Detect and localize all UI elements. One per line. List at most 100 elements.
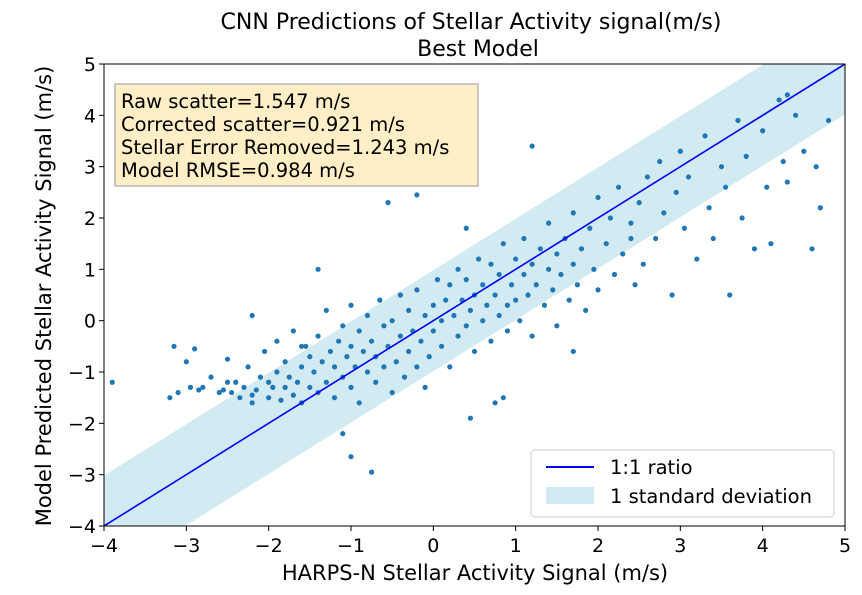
x-tick-label: 1 (510, 535, 522, 557)
data-point (583, 307, 589, 313)
data-point (208, 374, 214, 380)
data-point (723, 184, 729, 190)
data-point (521, 235, 527, 242)
data-point (727, 292, 733, 298)
data-point (673, 189, 679, 195)
data-point (447, 282, 453, 288)
data-point (422, 312, 428, 319)
data-point (290, 328, 296, 334)
data-point (455, 333, 461, 339)
stellar-error-removed-text: Stellar Error Removed=1.243 m/s (121, 136, 449, 159)
data-point (401, 374, 408, 380)
y-tick-label: 4 (84, 105, 96, 127)
x-tick-label: 3 (674, 535, 686, 557)
data-point (393, 359, 399, 365)
x-tick-label: −1 (337, 535, 365, 557)
data-point (574, 282, 581, 288)
legend-band-label: 1 standard deviation (610, 485, 812, 508)
data-point (229, 389, 235, 396)
data-point (480, 282, 486, 288)
data-point (282, 384, 288, 390)
data-point (438, 318, 445, 324)
data-point (776, 97, 782, 103)
data-point (533, 282, 539, 288)
data-point (331, 364, 338, 370)
data-point (443, 297, 449, 303)
x-tick-label: 0 (427, 535, 439, 557)
chart-title: CNN Predictions of Stellar Activity sign… (221, 10, 722, 35)
data-point (299, 343, 305, 349)
data-point (546, 220, 552, 226)
data-point (706, 205, 712, 211)
data-point (500, 395, 506, 401)
data-point (233, 379, 239, 385)
data-point (488, 338, 494, 344)
data-point (385, 200, 391, 206)
data-point (368, 338, 375, 344)
data-point (270, 384, 276, 390)
data-point (739, 215, 745, 221)
x-tick-label: 4 (757, 535, 769, 557)
data-point (266, 395, 272, 401)
data-point (381, 323, 387, 329)
data-point (768, 241, 774, 247)
x-tick-label: −2 (255, 535, 283, 557)
data-point (187, 384, 194, 390)
data-point (525, 292, 531, 298)
data-point (488, 261, 494, 267)
data-point (418, 338, 424, 344)
data-point (368, 469, 375, 475)
data-point (702, 133, 708, 139)
data-point (685, 174, 692, 180)
data-point (570, 348, 576, 355)
data-point (681, 225, 688, 231)
legend: 1:1 ratio 1 standard deviation (530, 449, 835, 518)
data-point (331, 395, 338, 401)
y-tick-label: −1 (68, 362, 96, 384)
data-point (216, 389, 222, 396)
data-point (554, 323, 560, 329)
data-point (784, 179, 790, 185)
legend-band-swatch (546, 487, 594, 504)
data-point (587, 225, 593, 231)
data-point (653, 235, 659, 242)
data-point (294, 379, 301, 385)
data-point (492, 292, 498, 298)
data-point (438, 343, 445, 349)
data-point (311, 369, 317, 375)
data-point (414, 364, 420, 370)
data-point (735, 117, 741, 124)
x-tick-label: 5 (839, 535, 851, 557)
x-axis-ticks: −4 −3 −2 −1 0 1 2 3 4 5 (90, 526, 851, 557)
data-point (245, 364, 251, 370)
data-point (224, 356, 231, 362)
data-point (422, 384, 428, 390)
data-point (817, 205, 823, 211)
data-point (406, 307, 412, 313)
data-point (554, 251, 560, 257)
data-point (364, 369, 371, 375)
data-point (340, 323, 346, 329)
data-point (640, 261, 646, 267)
data-point (200, 384, 206, 390)
x-tick-label: −4 (90, 535, 118, 557)
data-point (257, 374, 264, 380)
model-rmse-text: Model RMSE=0.984 m/s (121, 159, 355, 182)
data-point (249, 392, 255, 398)
data-point (463, 323, 469, 329)
data-point (632, 282, 638, 288)
data-point (348, 454, 354, 460)
data-point (348, 384, 354, 390)
data-point (537, 246, 543, 252)
data-point (496, 312, 502, 319)
data-point (661, 210, 667, 216)
data-point (319, 359, 325, 365)
data-point (570, 261, 576, 267)
one-to-one-line (104, 64, 845, 526)
x-tick-label: −3 (172, 535, 200, 557)
data-point (327, 348, 334, 355)
data-point (455, 266, 461, 272)
data-point (467, 307, 473, 313)
data-point (434, 277, 441, 283)
data-point (307, 384, 313, 390)
